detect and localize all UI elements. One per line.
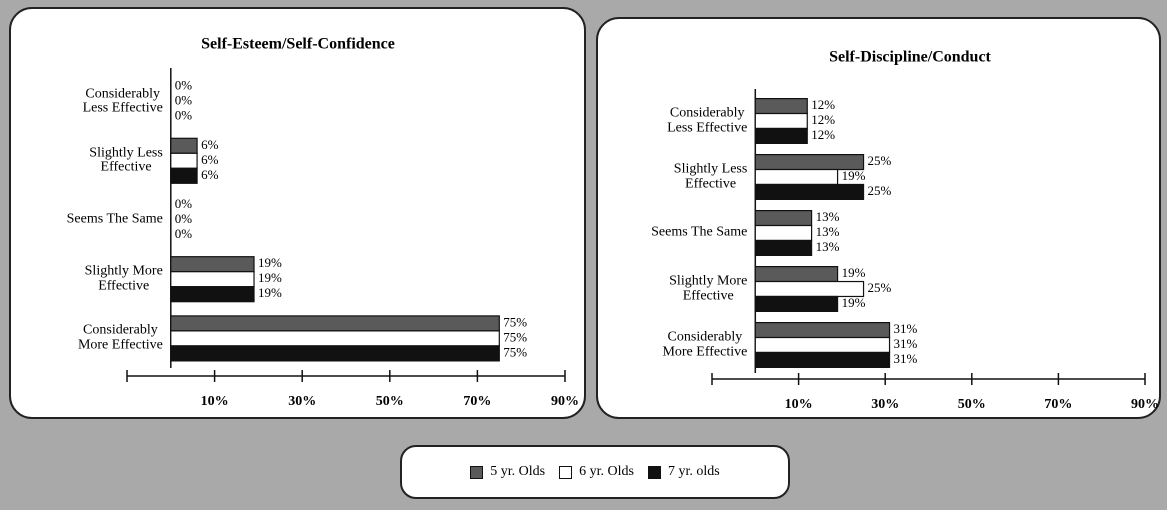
value-label: 13% — [816, 209, 840, 224]
category-label: Slightly Less Effective — [89, 145, 163, 175]
bar — [754, 224, 813, 242]
value-label: 31% — [894, 351, 918, 366]
bar — [170, 256, 255, 273]
bar — [170, 330, 500, 347]
bar — [754, 112, 808, 130]
value-label: 19% — [258, 285, 282, 300]
category-label: Considerably Less Effective — [82, 85, 163, 116]
category-label: Considerably More Effective — [662, 329, 748, 359]
category-label: Slightly More Effective — [84, 263, 163, 294]
x-tick-label: 70% — [463, 394, 491, 409]
bar — [170, 271, 255, 288]
legend-item: 6 yr. Olds — [559, 464, 634, 480]
value-label: 75% — [503, 344, 527, 359]
category-label: Seems The Same — [651, 224, 748, 240]
x-tick-label: 10% — [785, 397, 813, 412]
bar — [754, 210, 813, 227]
chart-title: Self-Discipline/Conduct — [829, 49, 991, 66]
x-tick-label: 50% — [958, 397, 986, 412]
x-tick-label: 50% — [376, 394, 404, 409]
bar — [170, 152, 198, 169]
x-tick-label: 30% — [871, 397, 899, 412]
value-label: 12% — [811, 97, 835, 112]
value-label: 0% — [175, 226, 193, 241]
value-label: 19% — [842, 168, 866, 183]
bar — [754, 97, 808, 115]
bar — [170, 167, 198, 184]
bar — [754, 239, 813, 256]
x-tick-label: 90% — [1131, 397, 1159, 412]
value-label: 19% — [258, 270, 282, 285]
value-label: 19% — [842, 295, 866, 310]
bar — [754, 322, 891, 339]
value-label: 6% — [201, 167, 219, 182]
category-label: Slightly Less Effective — [673, 161, 748, 191]
value-label: 25% — [868, 183, 892, 198]
chart-title: Self-Esteem/Self-Confidence — [201, 36, 395, 53]
value-label: 25% — [868, 280, 892, 295]
value-label: 13% — [816, 239, 840, 254]
bar — [754, 168, 839, 186]
x-tick-label: 90% — [551, 394, 579, 409]
x-tick-label: 30% — [288, 394, 316, 409]
bar — [754, 336, 891, 354]
bar — [754, 266, 839, 283]
bar — [170, 286, 255, 303]
bar — [170, 315, 500, 332]
legend-label: 5 yr. Olds — [490, 464, 546, 479]
category-label: Seems The Same — [66, 211, 163, 227]
value-label: 25% — [868, 153, 892, 168]
value-label: 31% — [894, 321, 918, 336]
category-label: Considerably More Effective — [77, 322, 163, 353]
bar — [754, 351, 891, 369]
legend-label: 7 yr. olds — [667, 464, 720, 479]
bar — [170, 345, 500, 362]
bar — [754, 127, 808, 144]
value-label: 6% — [201, 137, 219, 152]
value-label: 12% — [811, 127, 835, 142]
legend-label: 6 yr. Olds — [579, 464, 634, 479]
value-label: 19% — [842, 265, 866, 280]
value-label: 13% — [816, 224, 840, 239]
panel — [596, 17, 1161, 419]
value-label: 6% — [201, 152, 219, 167]
bar — [170, 137, 198, 154]
legend-swatch — [559, 465, 573, 479]
bar — [754, 295, 839, 313]
bar — [754, 183, 865, 200]
x-tick-label: 70% — [1044, 397, 1072, 412]
category-label: Slightly More Effective — [669, 273, 748, 303]
value-label: 0% — [175, 108, 193, 123]
legend-swatch — [647, 465, 661, 479]
value-label: 0% — [175, 93, 193, 108]
legend-item: 7 yr. olds — [647, 464, 720, 480]
value-label: 75% — [503, 329, 527, 344]
legend: 5 yr. Olds 6 yr. Olds 7 yr. olds — [400, 445, 790, 499]
value-label: 75% — [503, 314, 527, 329]
value-label: 19% — [258, 255, 282, 270]
value-label: 0% — [175, 211, 193, 226]
value-label: 31% — [894, 336, 918, 351]
legend-item: 5 yr. Olds — [470, 464, 545, 480]
value-label: 12% — [811, 112, 835, 127]
category-label: Considerably Less Effective — [667, 105, 748, 135]
legend-swatch — [470, 465, 484, 479]
value-label: 0% — [175, 78, 193, 93]
value-label: 0% — [175, 196, 193, 211]
x-tick-label: 10% — [201, 394, 229, 409]
